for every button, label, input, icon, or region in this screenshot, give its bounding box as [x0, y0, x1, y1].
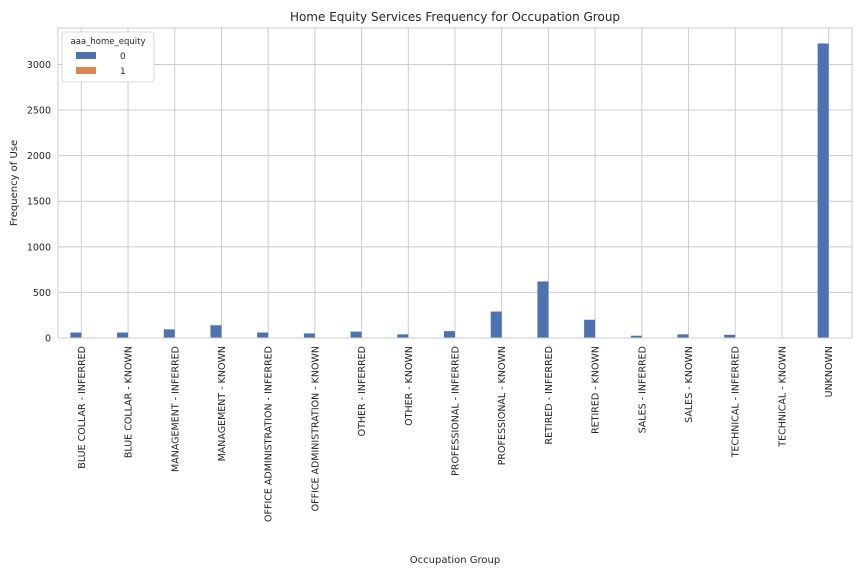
y-tick-label: 500 [33, 288, 51, 299]
y-tick-label: 3000 [27, 60, 51, 71]
y-tick-label: 0 [45, 334, 51, 345]
y-tick-label: 2000 [27, 151, 51, 162]
bar-series-0 [724, 334, 736, 338]
x-tick-label: TECHNICAL - KNOWN [777, 346, 788, 448]
bar-series-0 [444, 331, 455, 338]
bar-series-0 [70, 332, 82, 338]
x-tick-label: OFFICE ADMINISTRATION - KNOWN [310, 346, 321, 511]
x-tick-label: RETIRED - KNOWN [591, 346, 602, 434]
legend-swatch-series-0 [76, 52, 96, 59]
x-tick-label: MANAGEMENT - KNOWN [217, 346, 228, 461]
plot-frame [57, 27, 853, 339]
x-tick-label: RETIRED - INFERRED [544, 346, 555, 445]
x-tick-label: UNKNOWN [824, 346, 835, 397]
bar-series-0 [397, 334, 409, 338]
bar-series-0 [817, 43, 829, 338]
x-tick-label: OFFICE ADMINISTRATION - INFERRED [264, 346, 275, 522]
bar-series-0 [163, 329, 175, 338]
bar-series-0 [490, 311, 502, 338]
x-tick-label: BLUE COLLAR - KNOWN [124, 346, 135, 458]
bar-series-0 [630, 335, 642, 338]
bar-series-0 [350, 331, 362, 338]
x-tick-label: OTHER - KNOWN [404, 346, 415, 426]
x-tick-labels: BLUE COLLAR - INFERRED BLUE COLLAR - KNOW… [77, 346, 835, 522]
bar-series-0 [537, 281, 549, 338]
x-tick-label: MANAGEMENT - INFERRED [170, 346, 181, 472]
bar-series-0 [210, 325, 222, 338]
bar-series-0 [584, 319, 596, 338]
bar-series-0 [677, 334, 689, 338]
bars [70, 43, 829, 338]
bar-series-0 [117, 332, 129, 338]
legend-swatch-series-1 [76, 67, 96, 74]
y-tick-labels: 0 500 1000 1500 2000 2500 3000 [27, 60, 51, 345]
x-tick-label: OTHER - INFERRED [357, 346, 368, 436]
x-tick-label: SALES - INFERRED [637, 346, 648, 433]
x-tick-label: PROFESSIONAL - KNOWN [497, 346, 508, 465]
chart-title: Home Equity Services Frequency for Occup… [290, 10, 620, 24]
x-tick-label: BLUE COLLAR - INFERRED [77, 346, 88, 469]
x-tick-label: SALES - KNOWN [684, 346, 695, 423]
legend: aaa_home_equity 0 1 [61, 31, 155, 83]
y-tick-label: 1500 [27, 197, 51, 208]
x-tick-label: PROFESSIONAL - INFERRED [451, 346, 462, 476]
bar-series-0 [257, 332, 269, 338]
legend-title: aaa_home_equity [71, 37, 146, 47]
y-axis-label: Frequency of Use [9, 140, 20, 226]
legend-label-series-1: 1 [120, 67, 126, 77]
y-tick-label: 2500 [27, 106, 51, 117]
x-tick-label: TECHNICAL - INFERRED [731, 346, 742, 458]
x-axis-label: Occupation Group [410, 555, 500, 566]
y-tick-label: 1000 [27, 242, 51, 253]
legend-label-series-0: 0 [120, 52, 126, 62]
bar-series-0 [303, 333, 315, 338]
